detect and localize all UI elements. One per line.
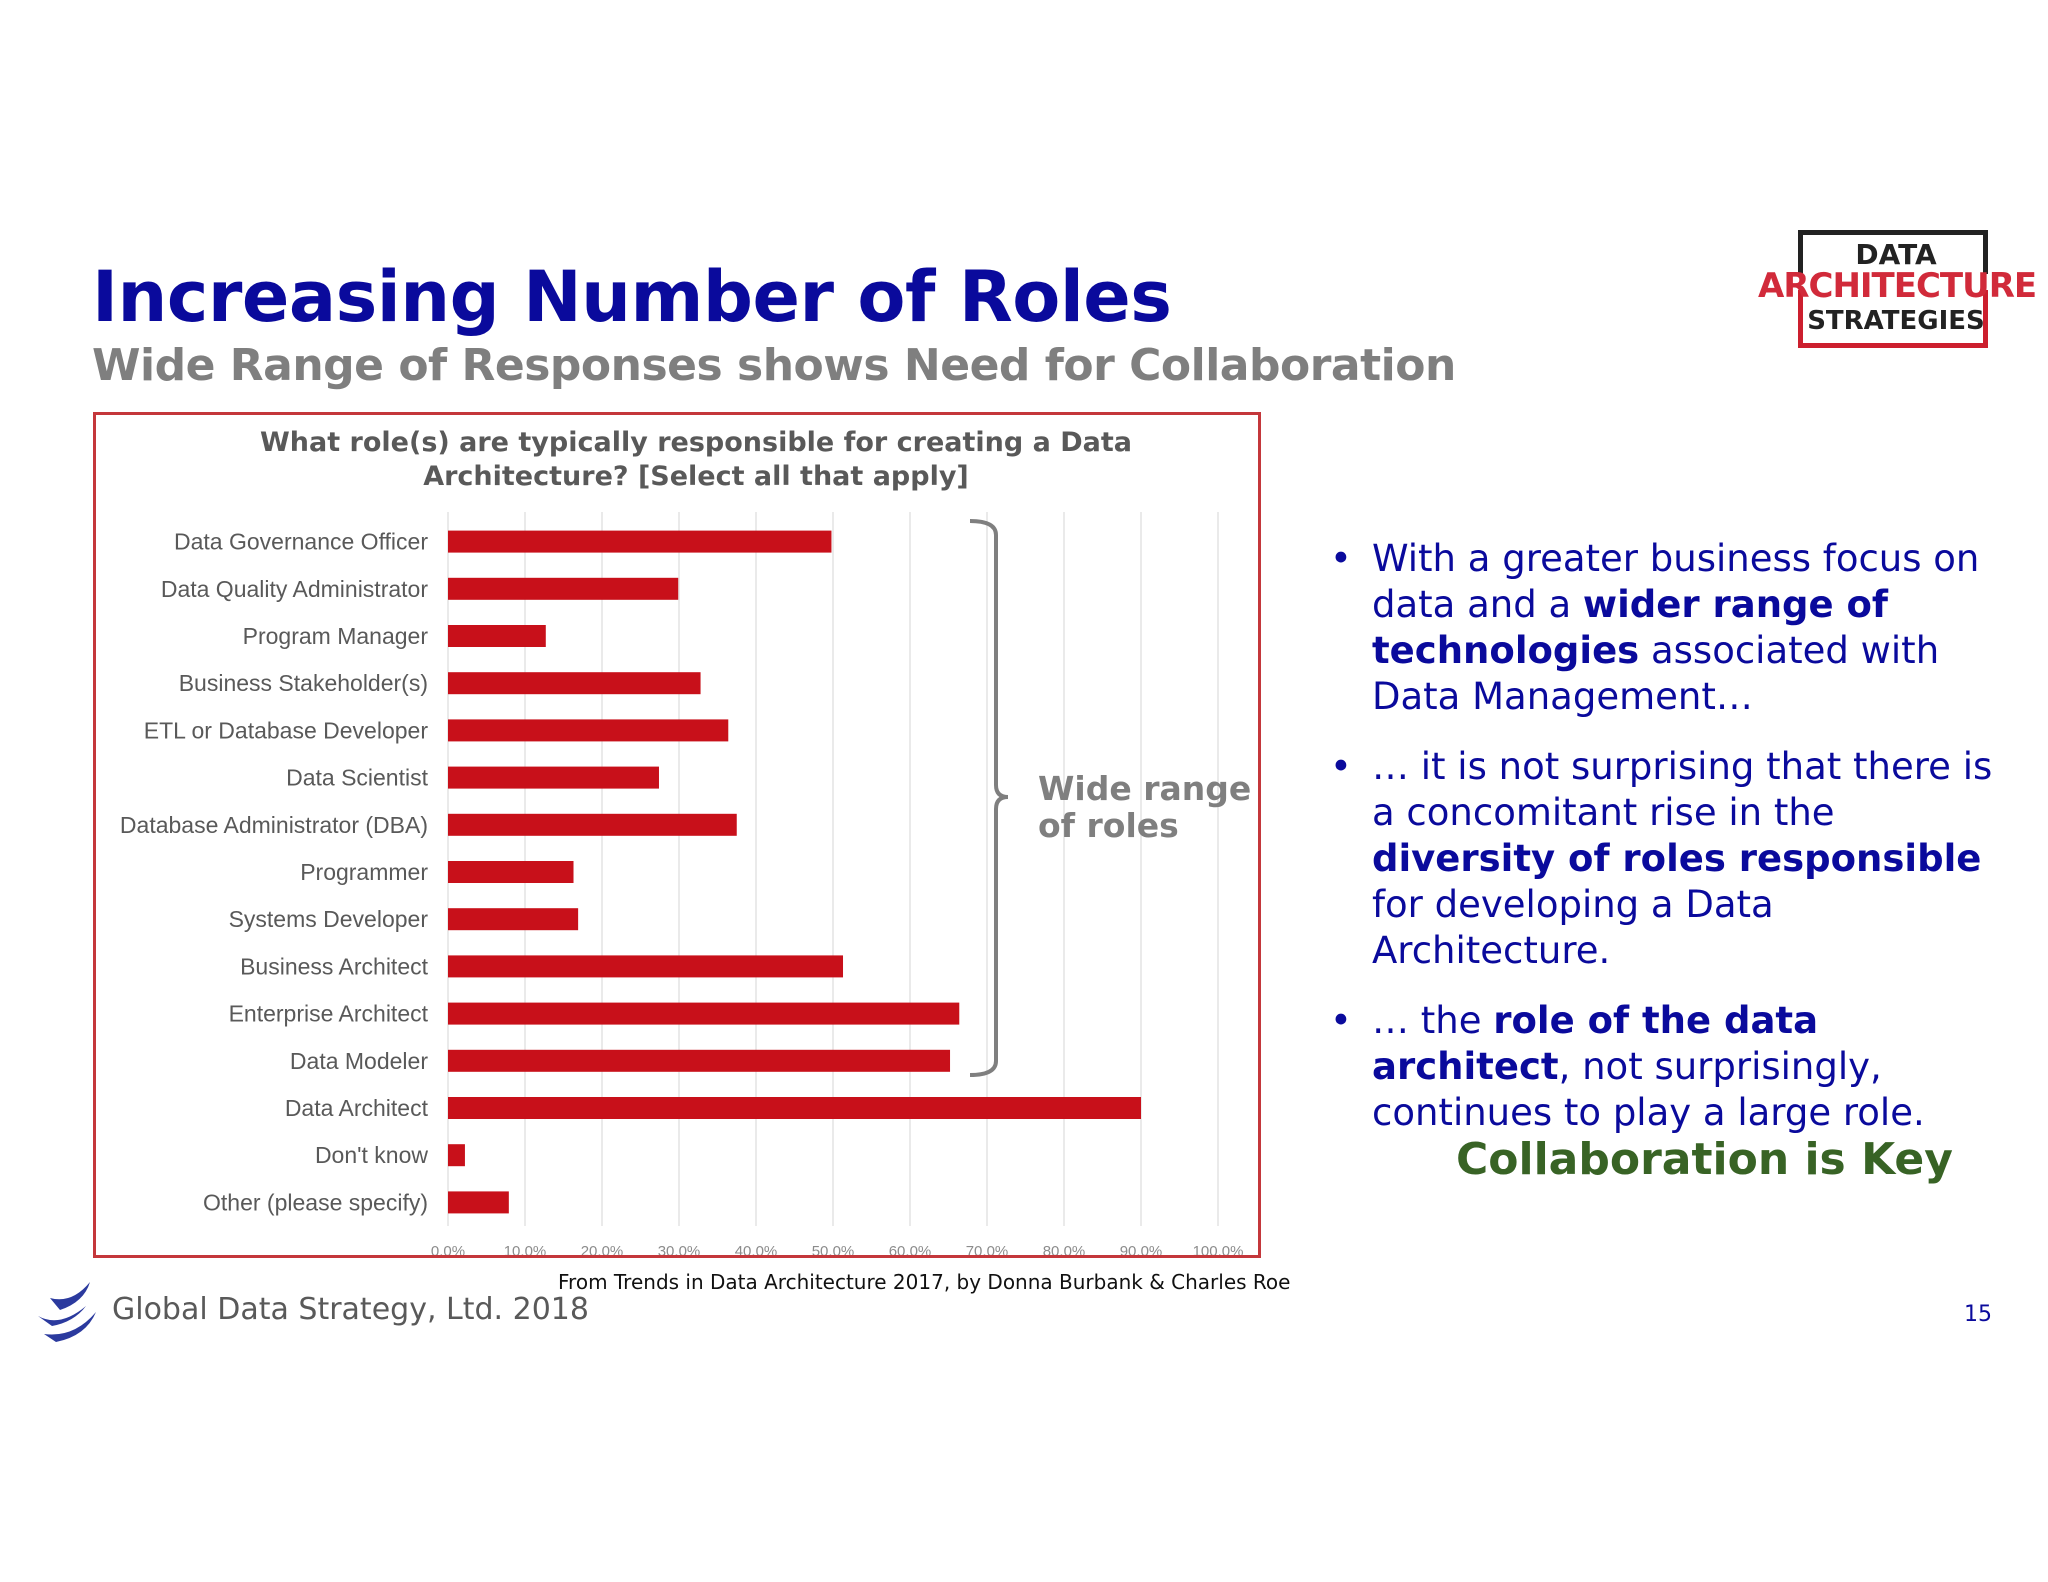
bullet-dot: •: [1330, 537, 1352, 580]
bullet-item: • With a greater business focus on data …: [1330, 536, 2010, 720]
source-note: From Trends in Data Architecture 2017, b…: [558, 1270, 1291, 1294]
category-label: Programmer: [300, 859, 428, 885]
logo-frame-top: [1798, 230, 1988, 274]
bullet-seg: With a greater business focus on data an…: [1372, 537, 1980, 626]
x-tick-label: 30.0%: [658, 1243, 701, 1255]
bullet-dot: •: [1330, 745, 1352, 788]
bar: [448, 813, 737, 836]
bracket-label-line1: Wide range: [1038, 769, 1251, 808]
category-label: Business Stakeholder(s): [179, 670, 428, 696]
category-label: Data Modeler: [290, 1048, 428, 1074]
bullet-dot: •: [1330, 999, 1352, 1042]
category-label: Database Administrator (DBA): [120, 812, 428, 838]
bullet-seg-bold: role of the data architect: [1372, 999, 1819, 1088]
x-tick-label: 70.0%: [966, 1243, 1009, 1255]
bullet-seg: associated with Data Management…: [1372, 629, 1940, 718]
bar: [448, 1002, 960, 1025]
bar: [448, 530, 832, 553]
bar: [448, 1144, 465, 1167]
chart-title-line1: What role(s) are typically responsible f…: [260, 427, 1132, 458]
chart-frame: What role(s) are typically responsible f…: [93, 412, 1261, 1258]
bar: [448, 625, 546, 647]
bar-chart: Data Governance Officer Data Quality Admi…: [120, 512, 1251, 1255]
bar: [448, 1191, 509, 1214]
category-label: Other (please specify): [203, 1189, 428, 1215]
bar: [448, 672, 701, 695]
wide-range-bracket: [969, 519, 1009, 1077]
chart-title-line2: Architecture? [Select all that apply]: [423, 461, 969, 492]
logo-text-architecture: ARCHITECTURE: [1758, 266, 2037, 306]
bullet-seg-bold: diversity of roles responsible: [1372, 837, 1982, 880]
category-label: Enterprise Architect: [229, 1001, 429, 1027]
slide-title: Increasing Number of Roles: [92, 256, 1172, 338]
category-label: Program Manager: [243, 623, 429, 649]
x-tick-label: 0.0%: [431, 1243, 465, 1255]
x-tick-label: 100.0%: [1193, 1243, 1244, 1255]
slide-subtitle: Wide Range of Responses shows Need for C…: [92, 340, 1456, 391]
x-tick-label: 90.0%: [1120, 1243, 1163, 1255]
category-label: Data Governance Officer: [174, 529, 428, 555]
x-tick-label: 80.0%: [1043, 1243, 1086, 1255]
logo-text-strategies: STRATEGIES: [1807, 306, 1985, 336]
bullet-item: • … it is not surprising that there is a…: [1330, 744, 2010, 974]
bar: [448, 955, 844, 978]
bullet-seg: … the: [1372, 999, 1494, 1042]
bullet-seg: for developing a Data Architecture.: [1372, 883, 1774, 972]
x-tick-label: 40.0%: [735, 1243, 778, 1255]
category-label: Data Quality Administrator: [161, 576, 429, 602]
x-tick-label: 50.0%: [812, 1243, 855, 1255]
bullet-list: • With a greater business focus on data …: [1330, 536, 2010, 1160]
bar: [448, 577, 679, 600]
bar: [448, 719, 729, 742]
category-label: Data Scientist: [286, 765, 429, 791]
bar: [448, 861, 574, 883]
conclusion-text: Collaboration is Key: [1456, 1134, 1953, 1185]
category-label: Data Architect: [285, 1095, 429, 1121]
bullet-seg-bold: wider range of technologies: [1372, 583, 1889, 672]
footer-company: Global Data Strategy, Ltd. 2018: [112, 1292, 589, 1327]
logo-text-data: DATA: [1855, 238, 1937, 271]
bar: [448, 908, 579, 931]
category-label: ETL or Database Developer: [144, 717, 429, 743]
bar: [448, 1049, 951, 1072]
x-tick-label: 10.0%: [504, 1243, 547, 1255]
bullet-seg: … it is not surprising that there is a c…: [1372, 745, 1993, 834]
bullet-seg: , not surprisingly, continues to play a …: [1372, 1045, 1925, 1134]
x-tick-label: 20.0%: [581, 1243, 624, 1255]
category-label: Business Architect: [240, 953, 429, 979]
bullet-item: • … the role of the data architect, not …: [1330, 998, 2010, 1136]
page-number: 15: [1964, 1302, 1992, 1327]
category-label: Don't know: [315, 1142, 428, 1168]
bracket-label-line2: of roles: [1038, 806, 1179, 845]
bar: [448, 766, 659, 789]
data-architecture-strategies-logo: DATA ARCHITECTURE STRATEGIES: [1758, 228, 2037, 348]
category-label: Systems Developer: [229, 906, 429, 932]
logo-frame-bottom: [1798, 290, 1988, 348]
x-tick-label: 60.0%: [889, 1243, 932, 1255]
global-data-strategy-logo-icon: [38, 1282, 96, 1342]
bar: [448, 1097, 1141, 1119]
